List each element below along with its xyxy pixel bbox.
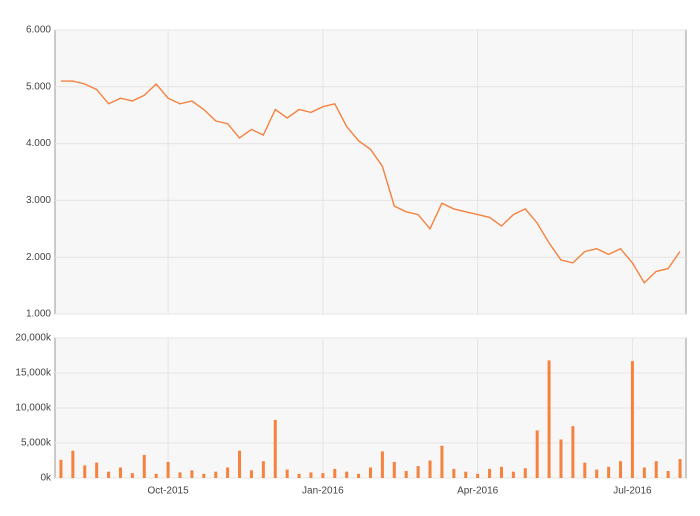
volume-bar: [285, 469, 289, 478]
volume-bar: [345, 471, 349, 478]
volume-bar: [142, 454, 146, 478]
volume-bar: [309, 472, 313, 478]
volume-bar: [523, 468, 527, 478]
volume-bar: [619, 461, 623, 478]
volume-bar: [404, 471, 408, 478]
volume-bar: [380, 451, 384, 478]
volume-bar: [369, 467, 372, 478]
volume-bar: [416, 466, 420, 478]
volume-bar: [559, 439, 563, 478]
volume-bar: [238, 450, 242, 478]
volume-bar: [464, 471, 468, 478]
volume-bar: [178, 472, 182, 478]
volume-bar: [166, 461, 170, 478]
y-tick-label: 5,000k: [21, 438, 52, 449]
volume-bar: [321, 473, 325, 478]
volume-bar: [226, 467, 230, 478]
volume-bar: [333, 468, 337, 478]
volume-bar: [547, 360, 551, 478]
y-tick-label: 6.000: [26, 25, 51, 36]
volume-bar: [130, 473, 134, 478]
volume-bar: [440, 445, 444, 478]
y-tick-label: 5.000: [26, 81, 51, 92]
volume-bar: [630, 361, 634, 478]
volume-bar: [261, 461, 265, 478]
volume-bar: [511, 471, 515, 478]
volume-bar: [107, 471, 111, 478]
volume-bar: [666, 471, 670, 478]
price-line: [61, 80, 681, 284]
y-tick-label: 15,000k: [15, 368, 52, 379]
volume-bar: [392, 461, 396, 478]
volume-bar: [95, 462, 99, 478]
volume-bar: [654, 461, 658, 478]
volume-bar: [83, 465, 87, 478]
volume-bar: [59, 459, 63, 478]
x-tick-label: Jan-2016: [302, 486, 344, 497]
y-tick-label: 2.000: [26, 252, 51, 263]
x-tick-label: Jul-2016: [613, 486, 652, 497]
volume-bar: [535, 430, 539, 478]
volume-bar: [357, 473, 361, 478]
volume-bar: [273, 419, 277, 478]
volume-bar: [214, 471, 218, 478]
volume-bar: [678, 459, 682, 478]
volume-bar: [154, 473, 158, 478]
y-tick-label: 3.000: [26, 195, 51, 206]
y-tick-label: 4.000: [26, 138, 51, 149]
y-tick-label: 10,000k: [15, 403, 52, 414]
volume-bar: [583, 462, 587, 478]
price-plot-area: [54, 29, 687, 315]
volume-bar: [642, 467, 646, 478]
x-tick-label: Oct-2015: [148, 486, 190, 497]
volume-bar: [118, 467, 122, 478]
y-tick-label: 1.000: [26, 309, 51, 320]
volume-bar: [488, 468, 492, 478]
volume-bar: [476, 473, 480, 478]
volume-bar: [499, 466, 503, 478]
volume-bar: [607, 466, 611, 478]
volume-bar: [249, 470, 253, 478]
volume-bar: [190, 470, 194, 478]
y-tick-label: 0k: [40, 473, 52, 484]
volume-bar: [595, 469, 599, 478]
volume-bar: [571, 426, 575, 478]
volume-bar: [452, 468, 456, 478]
y-tick-label: 20,000k: [15, 333, 52, 344]
volume-bar: [297, 473, 301, 478]
x-tick-label: Apr-2016: [457, 486, 499, 497]
volume-bar: [71, 450, 75, 478]
volume-bar: [428, 460, 432, 478]
volume-bar: [202, 473, 206, 478]
marks: [59, 80, 682, 478]
